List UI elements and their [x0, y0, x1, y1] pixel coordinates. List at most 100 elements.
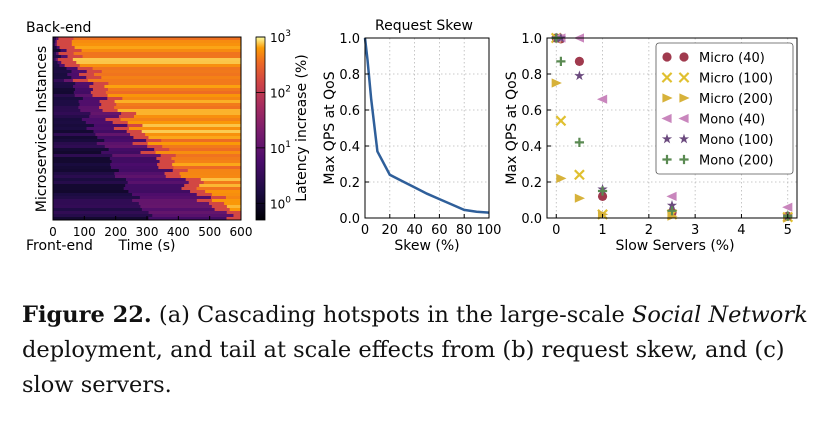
heatmap-cell: [53, 157, 111, 161]
heatmap-cell: [162, 145, 242, 149]
slow-xtick-label: 3: [691, 223, 699, 238]
heatmap-cell: [226, 217, 242, 221]
heatmap-cell: [59, 46, 76, 50]
heatmap-cell: [101, 70, 242, 74]
heatmap-cell: [53, 202, 140, 206]
heatmap-cell: [53, 133, 96, 137]
heatmap-cell: [78, 100, 100, 104]
scatter-point: [782, 202, 793, 212]
heatmap-cell: [56, 52, 59, 56]
heatmap-cell: [112, 154, 162, 158]
legend-label: Mono (100): [699, 133, 773, 148]
heatmap-cell: [72, 58, 242, 62]
legend-marker: [661, 113, 672, 124]
heatmap-cell: [53, 160, 113, 164]
heatmap-cell: [214, 208, 231, 212]
heatmap-xtick-label: 600: [230, 225, 253, 239]
heatmap-cell: [107, 94, 242, 98]
heatmap-cell: [53, 172, 115, 176]
heatmap-cell: [117, 109, 242, 113]
heatmap-cell: [160, 154, 177, 158]
heatmap-cell: [90, 112, 122, 116]
heatmap-cell: [53, 208, 143, 212]
heatmap-cell: [55, 40, 58, 44]
heatmap-cell: [179, 172, 242, 176]
heatmap-cell: [118, 169, 174, 173]
colorbar-tick-exponent: 3: [285, 29, 291, 39]
heatmap-cell: [73, 91, 92, 95]
heatmap-cell: [118, 115, 135, 119]
skew-xtick-label: 60: [431, 223, 448, 238]
skew-xtick-label: 0: [361, 223, 369, 238]
heatmap-cell: [57, 58, 74, 62]
heatmap-xtick-label: 500: [198, 225, 221, 239]
heatmap-cell: [53, 211, 149, 215]
heatmap-cell: [115, 175, 167, 179]
heatmap-cell: [127, 121, 242, 125]
heatmap-cell: [108, 148, 155, 152]
slow-ytick-label: 0.4: [521, 140, 542, 155]
heatmap-cell: [125, 184, 185, 188]
heatmap-cell: [148, 211, 228, 215]
legend-marker: [661, 72, 673, 83]
heatmap-cell: [104, 139, 147, 143]
heatmap-cell: [53, 100, 80, 104]
heatmap-cell: [96, 142, 133, 146]
heatmap-cell: [184, 184, 200, 188]
scatter-point: [666, 191, 677, 201]
colorbar-label: Latency increase (%): [294, 54, 310, 201]
heatmap-cell: [78, 73, 95, 77]
legend-label: Mono (200): [699, 154, 773, 169]
heatmap-cell: [53, 73, 68, 77]
heatmap-cell: [154, 148, 170, 152]
skew-xtick-label: 100: [477, 223, 502, 238]
skew-xtick-label: 40: [406, 223, 423, 238]
heatmap-cell: [92, 94, 108, 98]
scatter-point: [574, 169, 585, 181]
caption-text-2: deployment, and tail at scale effects fr…: [22, 337, 785, 398]
heatmap-cell: [133, 136, 149, 140]
heatmap-xtick-label: 300: [136, 225, 159, 239]
heatmap-cell: [53, 184, 126, 188]
heatmap-cell: [53, 121, 87, 125]
heatmap-cell: [53, 91, 75, 95]
heatmap-cell: [158, 166, 174, 170]
heatmap-cell: [211, 193, 242, 197]
heatmap-cell: [161, 139, 242, 143]
scatter-point: [555, 115, 567, 127]
heatmap-cell: [66, 49, 82, 53]
heatmap-cell: [81, 118, 106, 122]
heatmap-cell: [109, 157, 157, 161]
skew-panel: Request Skew 0 20 40 60 80 100 0.0 0.2 0.4 0.6 0.8…: [322, 18, 501, 254]
heatmap-cell: [79, 103, 102, 107]
heatmap-cell: [128, 127, 242, 131]
heatmap-cell: [132, 193, 198, 197]
heatmap-cell: [66, 67, 78, 71]
skew-xtick-label: 20: [382, 223, 399, 238]
heatmap-cell: [110, 166, 159, 170]
slow-xtick-label: 2: [645, 223, 653, 238]
heatmap-cell: [101, 76, 242, 80]
heatmap-cell: [53, 187, 125, 191]
heatmap-cell: [99, 106, 115, 110]
colorbar-tick-label: 101: [270, 140, 291, 156]
heatmap-cell: [121, 112, 137, 116]
heatmap-cell: [229, 208, 242, 212]
heatmap-cell: [61, 61, 77, 65]
heatmap-cell: [85, 121, 114, 125]
heatmap-xtick-label: 200: [104, 225, 127, 239]
legend-label: Mono (40): [699, 113, 765, 128]
heatmap-cell: [171, 157, 242, 161]
heatmap-cell: [147, 145, 163, 149]
heatmap-cell: [72, 79, 89, 83]
slow-xtick-label: 4: [737, 223, 745, 238]
heatmap-cell: [136, 112, 242, 116]
heatmap-cell: [141, 208, 216, 212]
heatmap-cell: [93, 130, 128, 134]
heatmap-cell: [132, 142, 149, 146]
heatmap-cell: [140, 205, 213, 209]
heatmap-cell: [125, 178, 187, 182]
heatmap-cell: [97, 136, 134, 140]
heatmap-cell: [94, 73, 242, 77]
heatmap-cell: [53, 97, 84, 101]
